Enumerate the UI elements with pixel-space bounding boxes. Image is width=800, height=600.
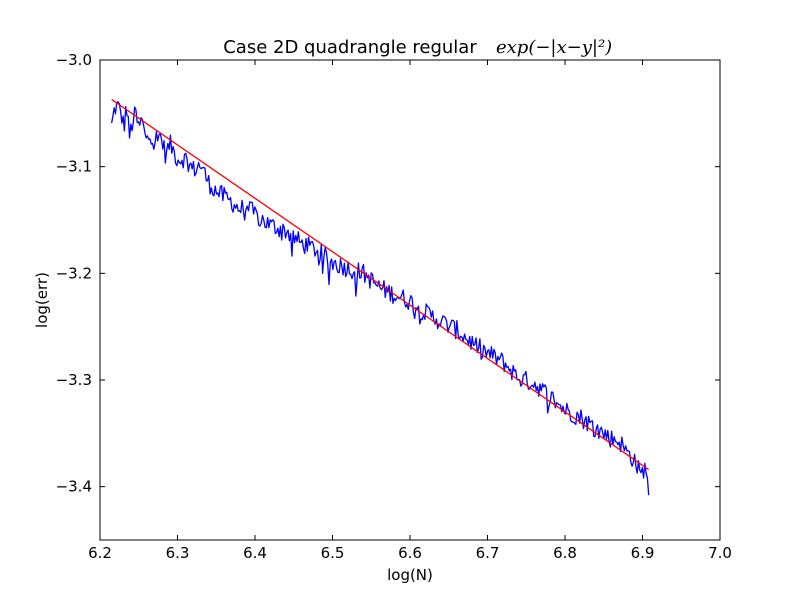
axis-tick-labels: 6.2 6.3 6.4 6.5 6.6 6.7 6.8 6.9 7.0 −3.0 −3.1 −3.2 −… — [56, 51, 732, 562]
x-tick-label: 6.9 — [631, 544, 655, 562]
chart-title-formula: exp(−|x−y|²) — [496, 37, 612, 58]
y-tick-label: −3.3 — [56, 371, 92, 389]
x-tick-label: 6.5 — [321, 544, 345, 562]
axis-ticks — [99, 59, 721, 540]
y-tick-label: −3.0 — [56, 51, 92, 69]
y-tick-label: −3.1 — [56, 158, 92, 176]
y-axis-label: log(err) — [33, 272, 51, 328]
x-tick-label: 6.6 — [398, 544, 422, 562]
series-line-measured — [110, 101, 650, 496]
y-tick-label: −3.2 — [56, 264, 92, 282]
chart-title: Case 2D quadrangle regular — [223, 37, 477, 58]
x-tick-label: 7.0 — [708, 544, 732, 562]
x-tick-label: 6.8 — [553, 544, 577, 562]
series-line-fit — [111, 98, 650, 471]
y-tick-label: −3.4 — [56, 478, 92, 496]
x-tick-label: 6.4 — [243, 544, 267, 562]
x-axis-label: log(N) — [387, 566, 433, 584]
x-tick-label: 6.3 — [166, 544, 190, 562]
x-tick-label: 6.2 — [88, 544, 112, 562]
series-layer — [110, 98, 650, 496]
x-tick-label: 6.7 — [476, 544, 500, 562]
